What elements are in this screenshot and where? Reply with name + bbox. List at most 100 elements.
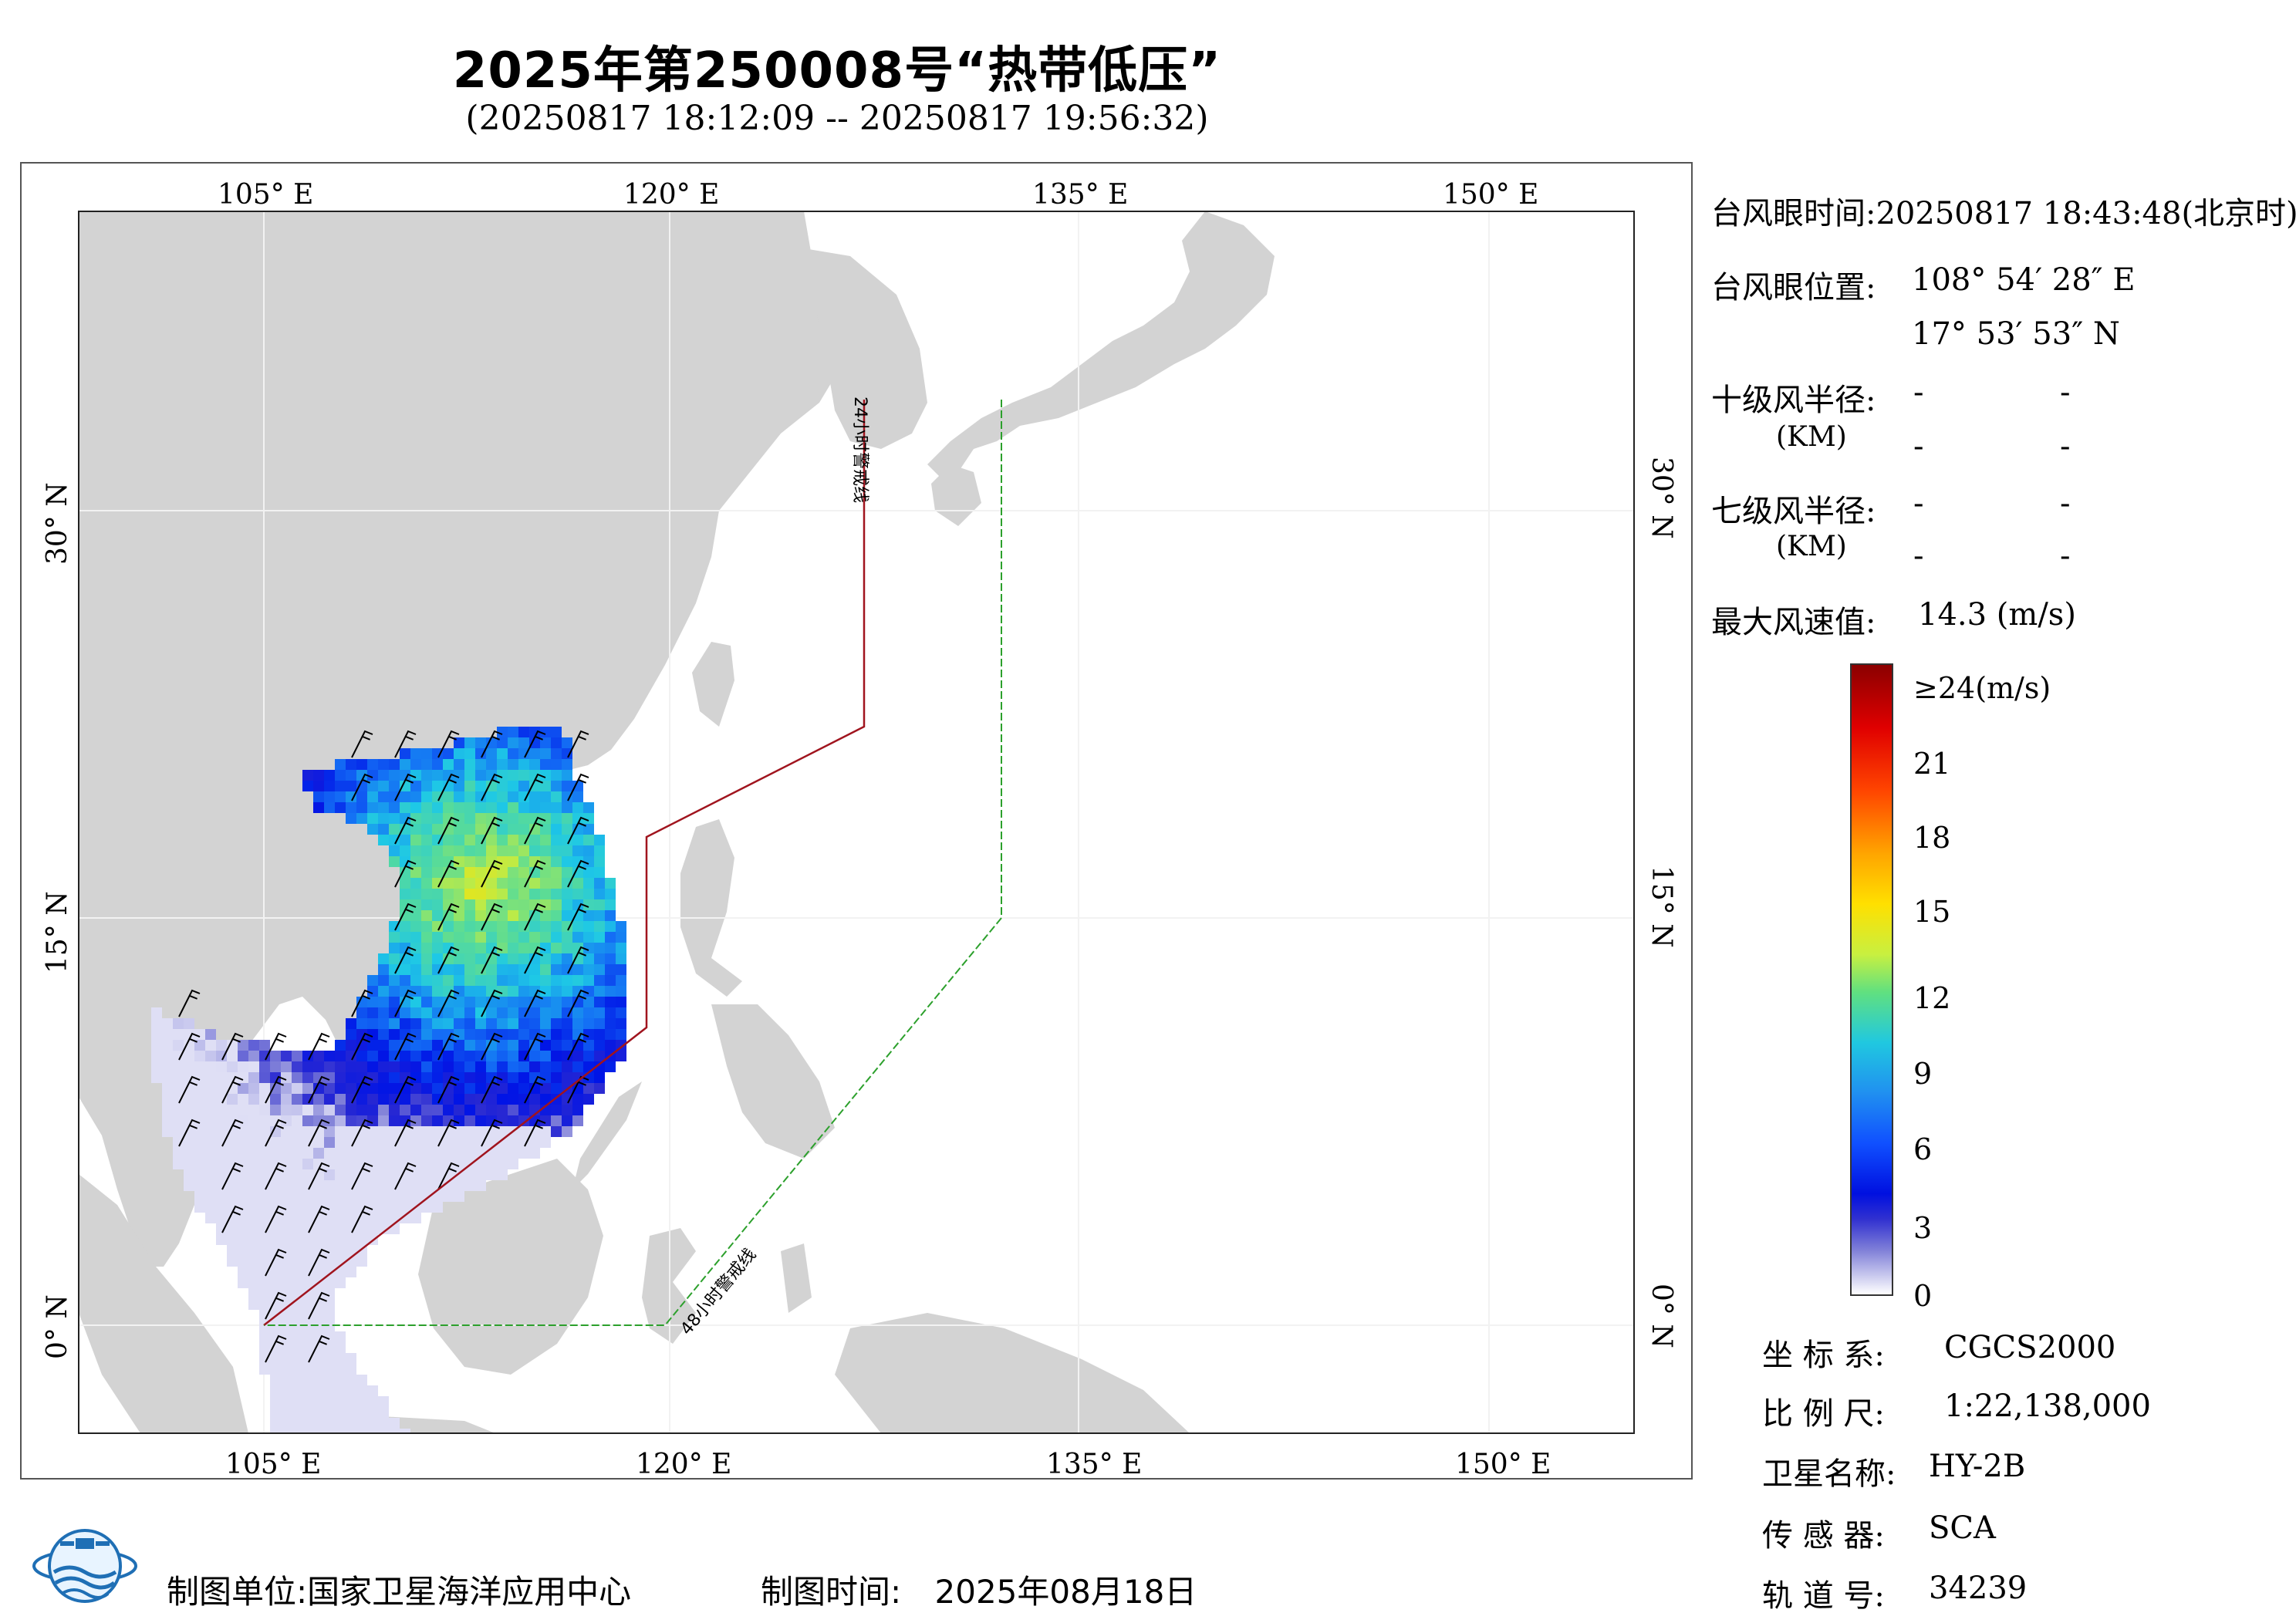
wind-cell [454, 1040, 464, 1051]
wind-cell [540, 953, 551, 964]
wind-cell [529, 953, 540, 964]
wind-cell [443, 802, 454, 813]
wind-cell [270, 1245, 281, 1256]
wind-cell [518, 737, 529, 748]
wind-cell [346, 1180, 356, 1191]
wind-cell [292, 1331, 302, 1342]
wind-cell [302, 1299, 313, 1310]
wind-cell [259, 1245, 270, 1256]
wind-cell [367, 1396, 378, 1407]
wind-cell [508, 727, 518, 737]
wind-cell [346, 1407, 356, 1418]
wind-cell [346, 770, 356, 781]
wind-cell [443, 1018, 454, 1029]
wind-cell [259, 1288, 270, 1299]
wind-cell [356, 1234, 367, 1245]
wind-cell [497, 1007, 508, 1018]
wind-cell [281, 1267, 292, 1277]
wind-cell [378, 1429, 389, 1433]
wind-cell [389, 1126, 400, 1137]
wind-cell [518, 748, 529, 759]
wind-cell [259, 1061, 270, 1072]
wind-barb [265, 1205, 287, 1233]
wind-cell [302, 1407, 313, 1418]
wind-field-map[interactable]: 24小时警戒线 48小时警戒线 105° E 120° E 135° E 150… [22, 164, 1691, 1478]
wind-cell [184, 1094, 194, 1105]
wind-cell [292, 1061, 302, 1072]
wind-cell [389, 921, 400, 932]
wind-barb [265, 1162, 287, 1190]
wind-cell [594, 1083, 605, 1094]
wind-cell [497, 1148, 508, 1159]
wind-cell [259, 1256, 270, 1267]
wind-cell [281, 1051, 292, 1061]
wind-cell [400, 943, 410, 953]
wind-cell [227, 1256, 238, 1267]
wind-cell [454, 899, 464, 910]
wind-cell [562, 1051, 572, 1061]
wind-cell [248, 1223, 259, 1234]
wind-cell [508, 921, 518, 932]
eye-time-value: 20250817 18:43:48(北京时) [1876, 196, 2296, 231]
wind-cell [346, 1018, 356, 1029]
wind-cell [378, 802, 389, 813]
wind-barb [567, 1075, 589, 1104]
wind-cell [475, 1169, 486, 1180]
wind-cell [605, 953, 616, 964]
lon-labels-bottom: 105° E 120° E 135° E 150° E [225, 1449, 1551, 1478]
wind-cell [367, 1115, 378, 1126]
wind-cell [508, 878, 518, 889]
wind-cell [421, 1051, 432, 1061]
r10-value-a: - [1913, 375, 1924, 410]
wind-cell [410, 1148, 421, 1159]
wind-cell [410, 964, 421, 975]
wind-cell [486, 802, 497, 813]
wind-cell [367, 1094, 378, 1105]
wind-cell [270, 1180, 281, 1191]
wind-cell [605, 899, 616, 910]
wind-cell [335, 759, 346, 770]
wind-cell [227, 1245, 238, 1256]
wind-cell [540, 781, 551, 791]
wind-cell [238, 1256, 248, 1267]
wind-cell [194, 1105, 205, 1115]
wind-cell [281, 1126, 292, 1137]
wind-cell [313, 791, 324, 802]
wind-cell [475, 889, 486, 899]
wind-cell [324, 1234, 335, 1245]
wind-cell [551, 1007, 562, 1018]
wind-cell [486, 889, 497, 899]
wind-cell [270, 1267, 281, 1277]
wind-cell [302, 1126, 313, 1137]
wind-cell [443, 813, 454, 824]
wind-cell [616, 1029, 626, 1040]
wind-cell [443, 1007, 454, 1018]
wind-cell [497, 986, 508, 997]
wind-cell [443, 1094, 454, 1105]
wind-cell [475, 953, 486, 964]
wind-cell [356, 759, 367, 770]
wind-cell [454, 1126, 464, 1137]
wind-cell [486, 1083, 497, 1094]
wind-cell [475, 1094, 486, 1105]
wind-cell [194, 1137, 205, 1148]
wind-barb [394, 1075, 417, 1104]
wind-cell [421, 1148, 432, 1159]
wind-cell [464, 964, 475, 975]
wind-cell [529, 975, 540, 986]
wind-speed-swath [151, 727, 626, 1433]
wind-cell [184, 1105, 194, 1115]
wind-cell [475, 759, 486, 770]
wind-cell [410, 943, 421, 953]
wind-cell [184, 1072, 194, 1083]
wind-cell [486, 1061, 497, 1072]
wind-cell [454, 964, 464, 975]
wind-cell [238, 1137, 248, 1148]
wind-cell [270, 1159, 281, 1169]
wind-cell [389, 1094, 400, 1105]
wind-cell [421, 997, 432, 1007]
wind-cell [324, 1180, 335, 1191]
wind-cell [518, 1061, 529, 1072]
wind-cell [421, 1061, 432, 1072]
wind-barb [351, 989, 373, 1017]
